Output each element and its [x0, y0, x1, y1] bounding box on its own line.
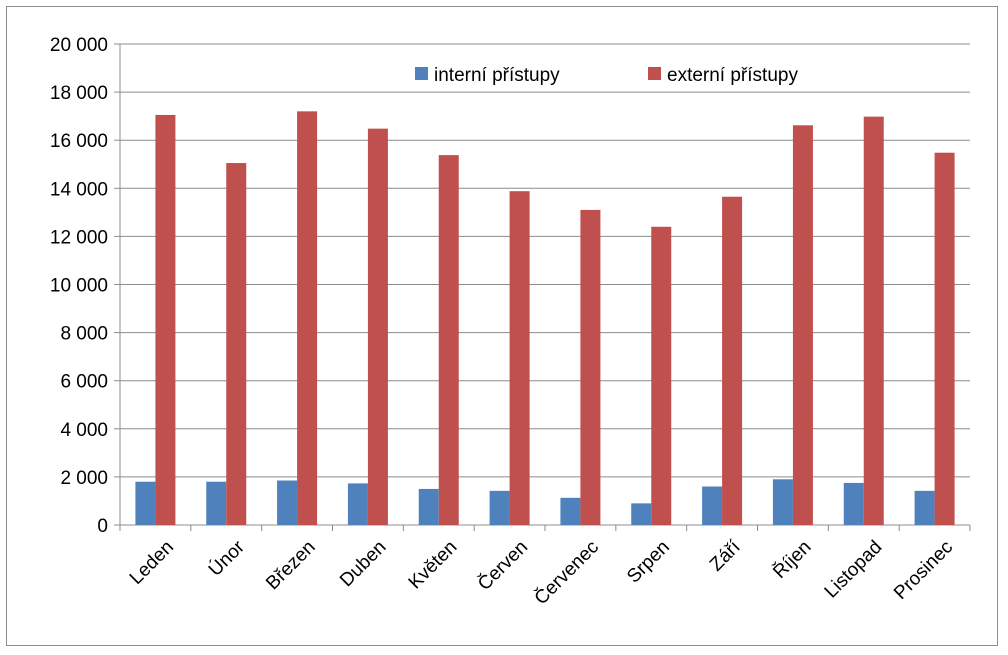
y-tick-label: 14 000: [50, 179, 108, 200]
bar-externi: [792, 125, 813, 525]
x-tick-label: Srpen: [623, 537, 674, 588]
x-tick-label: Duben: [336, 537, 390, 591]
legend-swatch-externi: [648, 67, 661, 80]
y-axis-tick-labels: 0 2 000 4 000 6 000 8 000 10 000 12 000 14 000 1…: [50, 35, 120, 537]
y-tick-label: 12 000: [50, 227, 108, 248]
bar-externi: [155, 114, 176, 525]
bar-interni: [277, 480, 298, 525]
x-tick-label: Červen: [473, 536, 532, 595]
x-tick-label: Prosinec: [890, 537, 957, 604]
x-tick-label: Leden: [126, 537, 178, 589]
y-tick-label: 16 000: [50, 131, 108, 152]
bar-externi: [509, 191, 530, 525]
y-tick-label: 20 000: [50, 35, 108, 56]
bar-interni: [914, 490, 935, 525]
bar-interni: [347, 483, 368, 525]
legend-label-externi: externí přístupy: [667, 65, 798, 86]
x-tick-label: Listopad: [821, 537, 887, 603]
bar-interni: [135, 481, 156, 525]
bar-externi: [863, 116, 884, 526]
x-tick-label: Září: [706, 536, 745, 575]
x-tick-label: Říjen: [769, 536, 816, 583]
bar-interni: [702, 486, 723, 525]
x-axis-tick-labels: Leden Únor Březen Duben Květen ČervenČervenec…: [126, 536, 957, 610]
bar-interni: [489, 490, 510, 525]
x-tick-label: Březen: [262, 537, 319, 594]
bar-externi: [651, 226, 672, 525]
bar-interni: [206, 481, 227, 525]
y-tick-label: 6 000: [60, 372, 108, 393]
bar-externi: [226, 163, 247, 526]
y-tick-label: 4 000: [60, 420, 108, 441]
bar-interni: [843, 482, 864, 525]
bar-interni: [631, 503, 652, 525]
x-tick-label: Květen: [405, 537, 462, 594]
bar-externi: [722, 196, 743, 525]
legend-swatch-interni: [415, 67, 428, 80]
legend: interní přístupy externí přístupy: [415, 65, 798, 86]
bars: [135, 111, 955, 526]
bar-externi: [297, 111, 318, 525]
axes: [119, 44, 971, 531]
bar-externi: [367, 128, 388, 525]
bar-externi: [580, 209, 601, 525]
y-tick-label: 2 000: [60, 468, 108, 489]
y-tick-label: 0: [97, 516, 108, 537]
x-tick-label: Červenec: [530, 536, 603, 609]
y-tick-label: 10 000: [50, 276, 108, 297]
x-tick-label: Únor: [204, 536, 249, 581]
y-tick-label: 8 000: [60, 324, 108, 345]
bar-interni: [772, 479, 793, 525]
y-tick-label: 18 000: [50, 83, 108, 104]
bar-externi: [934, 152, 955, 525]
legend-label-interni: interní přístupy: [434, 65, 560, 86]
bar-externi: [438, 155, 459, 525]
gridlines: [120, 43, 970, 478]
bar-interni: [418, 488, 439, 525]
bar-interni: [560, 497, 581, 525]
